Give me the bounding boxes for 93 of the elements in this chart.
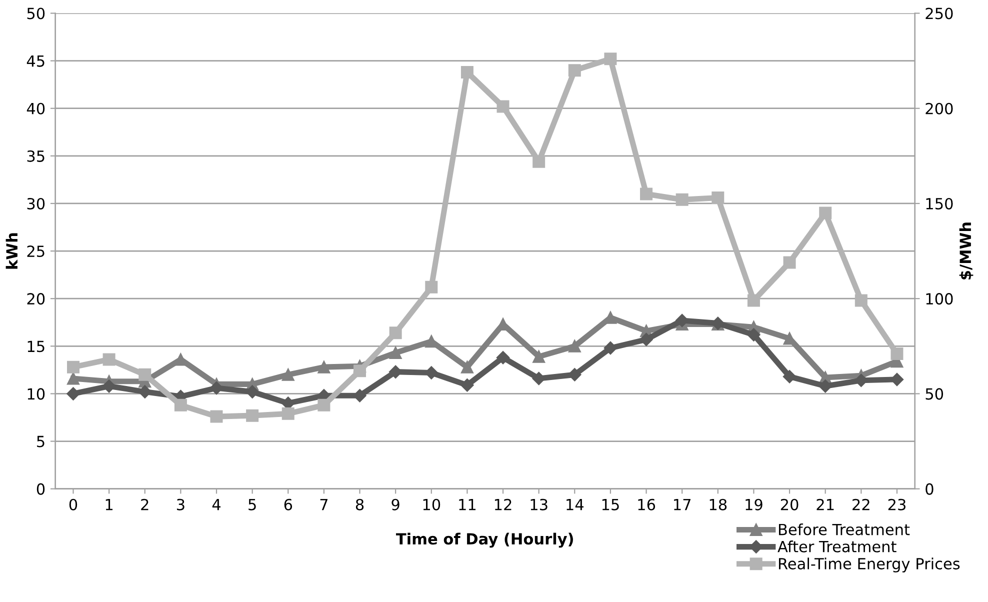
point xyxy=(568,64,581,77)
x-tick-label: 4 xyxy=(212,499,220,510)
point xyxy=(604,52,617,66)
point xyxy=(890,348,904,360)
point xyxy=(676,193,688,206)
x-tick-label: 18 xyxy=(710,498,727,510)
point xyxy=(174,398,187,412)
point xyxy=(712,192,724,204)
y-tick-label: 35 xyxy=(27,150,44,162)
y-tick-label: 40 xyxy=(26,102,45,114)
point xyxy=(496,350,510,364)
y-tick-label: 30 xyxy=(27,198,45,210)
x-tick-label: 9 xyxy=(392,498,400,510)
x-tick-label: 0 xyxy=(69,498,78,510)
x-tick-label: 21 xyxy=(816,498,834,510)
y-tick-label: 45 xyxy=(26,55,44,67)
x-tick-label: 16 xyxy=(638,498,656,510)
y-tick-label: 50 xyxy=(27,8,45,20)
point xyxy=(138,368,152,381)
y2-tick-label: 100 xyxy=(926,293,953,305)
y-tick-label: 15 xyxy=(28,340,44,352)
x-tick-label: 12 xyxy=(494,498,512,510)
point xyxy=(496,100,510,113)
point xyxy=(246,409,259,422)
legend-label: Before Treatment xyxy=(778,523,910,536)
x-tick-label: 13 xyxy=(530,498,548,510)
x-tick-label: 23 xyxy=(888,498,906,510)
point xyxy=(782,370,796,384)
point xyxy=(318,398,330,412)
y2-tick-label: 200 xyxy=(926,102,953,114)
y-tick-label: 20 xyxy=(27,293,45,305)
point xyxy=(354,364,366,378)
x-tick-label: 22 xyxy=(852,498,870,510)
x-tick-label: 8 xyxy=(356,498,364,510)
point xyxy=(174,353,187,366)
y2-axis-title: $/MWh xyxy=(959,222,974,280)
x-tick-label: 15 xyxy=(602,499,619,510)
x-tick-label: 2 xyxy=(141,498,148,510)
point xyxy=(66,372,80,385)
point xyxy=(819,206,832,220)
point xyxy=(210,410,223,423)
y2-tick-label: 50 xyxy=(926,388,944,400)
point xyxy=(425,280,438,294)
point xyxy=(568,368,582,382)
x-tick-label: 14 xyxy=(566,499,584,510)
point xyxy=(640,188,653,200)
point xyxy=(102,353,116,366)
point xyxy=(854,294,868,307)
point xyxy=(747,328,760,342)
point xyxy=(246,385,259,398)
legend-label: Real-Time Energy Prices xyxy=(778,558,960,572)
y-tick-label: 0 xyxy=(36,483,45,495)
legend-label: After Treatment xyxy=(778,540,896,552)
point xyxy=(389,326,402,340)
x-tick-label: 3 xyxy=(176,498,184,510)
y-axis-title: kWh xyxy=(6,233,18,269)
y-tick-label: 5 xyxy=(37,436,44,448)
point xyxy=(676,314,689,328)
y-tick-label: 10 xyxy=(28,388,45,400)
point xyxy=(66,360,80,374)
point xyxy=(460,66,474,78)
point xyxy=(568,340,581,352)
x-tick-label: 19 xyxy=(746,498,762,510)
y2-tick-label: 250 xyxy=(926,8,953,20)
point xyxy=(102,380,116,393)
point xyxy=(640,332,653,346)
x-tick-label: 20 xyxy=(780,498,798,510)
point xyxy=(532,155,546,168)
point xyxy=(818,380,832,393)
point xyxy=(460,360,474,374)
point xyxy=(532,372,546,386)
x-tick-label: 5 xyxy=(248,499,256,510)
x-axis-title: Time of Day (Hourly) xyxy=(396,532,573,548)
point xyxy=(783,256,796,269)
x-tick-label: 1 xyxy=(106,499,112,510)
point xyxy=(282,407,294,420)
point xyxy=(138,385,152,398)
x-tick-label: 17 xyxy=(674,499,691,510)
point xyxy=(747,294,760,307)
point xyxy=(389,346,402,360)
x-tick-label: 10 xyxy=(423,498,440,510)
point xyxy=(604,341,618,355)
point xyxy=(282,368,294,381)
y2-tick-label: 150 xyxy=(926,198,953,210)
y-tick-label: 25 xyxy=(27,246,44,258)
x-tick-label: 11 xyxy=(459,499,476,510)
point xyxy=(532,350,546,363)
point xyxy=(66,387,80,400)
x-tick-label: 7 xyxy=(320,499,328,510)
point xyxy=(460,378,474,392)
x-tick-label: 6 xyxy=(284,498,292,510)
point xyxy=(318,360,330,374)
y2-tick-label: 0 xyxy=(926,483,934,495)
